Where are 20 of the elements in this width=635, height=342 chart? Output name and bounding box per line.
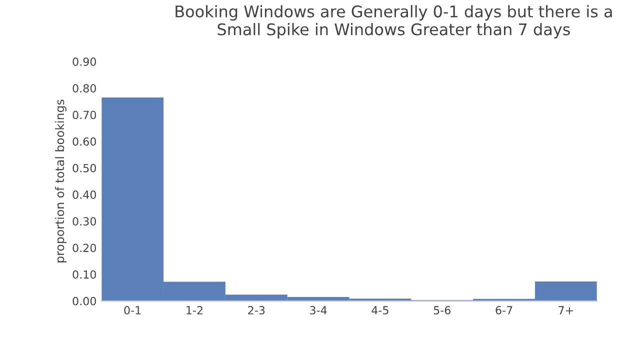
y-tick-label: 0.10 bbox=[72, 270, 96, 279]
x-tick-label: 7+ bbox=[558, 306, 573, 314]
y-tick-label: 0.80 bbox=[72, 84, 96, 93]
x-tick-label: 2-3 bbox=[248, 306, 265, 314]
y-tick-label: 0.00 bbox=[72, 296, 96, 306]
x-tick-label: 4-5 bbox=[372, 306, 388, 314]
y-tick-label: 0.30 bbox=[72, 217, 96, 226]
chart-title: Booking Windows are Generally 0-1 days but there is a Small Spike in Windows Greater than 7 days bbox=[176, 5, 612, 38]
x-tick-label: 5-6 bbox=[434, 306, 450, 314]
y-tick-label: 0.40 bbox=[72, 190, 96, 199]
x-tick-label: 0-1 bbox=[124, 306, 141, 314]
x-tick-label: 1-2 bbox=[186, 306, 202, 314]
x-tick-label: 6-7 bbox=[496, 306, 512, 314]
y-tick-label: 0.50 bbox=[72, 164, 96, 172]
y-tick-label: 0.20 bbox=[72, 244, 96, 252]
y-axis-title: proportion of total bookings bbox=[55, 100, 66, 262]
x-tick-label: 3-4 bbox=[310, 306, 327, 314]
y-tick-label: 0.70 bbox=[72, 110, 96, 120]
y-tick-label: 0.90 bbox=[72, 58, 96, 66]
y-tick-label: 0.60 bbox=[72, 137, 96, 146]
